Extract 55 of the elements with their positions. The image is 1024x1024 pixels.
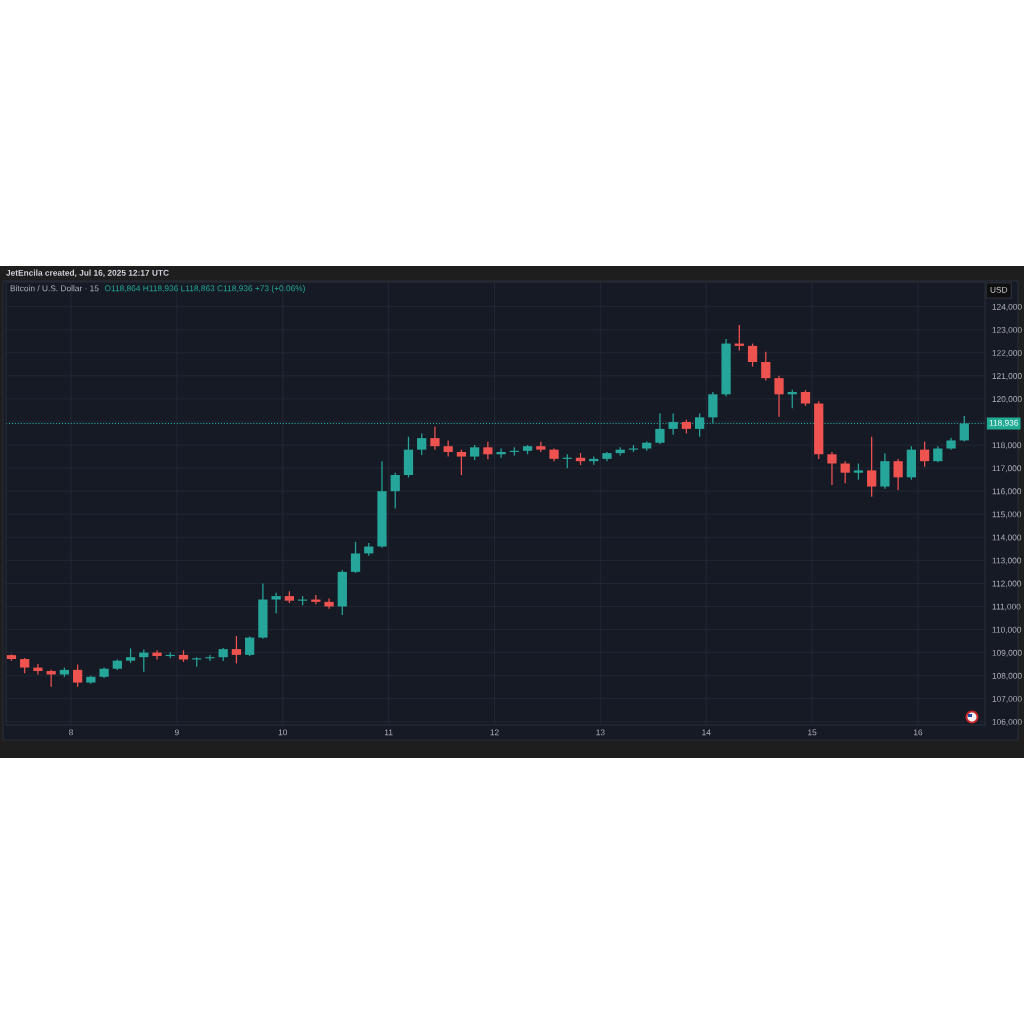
y-tick-label: 121,000 [992, 373, 1022, 380]
x-tick-label: 11 [384, 729, 393, 736]
y-tick-label: 107,000 [992, 695, 1022, 703]
x-tick-label: 12 [490, 729, 499, 736]
y-tick-label: 109,000 [992, 649, 1022, 657]
annotation: O118,864 H118,936 L118,863 C118,936 +73 (+0.06%) [104, 285, 305, 293]
candlestick [324, 597, 334, 610]
x-tick-label: 8 [69, 729, 73, 736]
candlestick [430, 426, 440, 451]
candlestick [867, 436, 877, 498]
candlestick [919, 440, 930, 468]
x-tick-label: 15 [808, 729, 817, 736]
text: USD [990, 286, 1008, 293]
y-tick-label: 120,000 [992, 396, 1022, 403]
y-tick-label: 115,000 [992, 511, 1022, 519]
y-tick-label: 117,000 [992, 465, 1022, 473]
candlestick [774, 375, 784, 418]
candlestick [231, 635, 242, 665]
ref-line-label: 118,936 [989, 419, 1019, 427]
y-tick-label: 111,000 [992, 603, 1021, 611]
x-tick-label: 13 [596, 729, 605, 736]
candlestick [245, 635, 255, 657]
x-tick-label: 16 [913, 729, 923, 736]
candlestick [271, 592, 281, 615]
y-tick-label: 123,000 [992, 326, 1022, 334]
y-tick-label: 114,000 [992, 534, 1022, 542]
y-tick-label: 118,000 [992, 442, 1022, 450]
y-tick-label: 106,000 [992, 718, 1022, 726]
x-tick-label: 9 [174, 729, 179, 736]
y-tick-label: 112,000 [992, 580, 1022, 588]
candlestick [205, 654, 215, 662]
candlestick [72, 663, 83, 688]
candlestick [483, 441, 493, 460]
candlestick [496, 447, 506, 459]
y-tick-label: 122,000 [992, 350, 1022, 357]
candlestick [33, 663, 43, 676]
y-tick-label: 116,000 [992, 488, 1022, 496]
candlestick [827, 451, 837, 486]
candlestick [390, 472, 400, 510]
y-tick-label: 124,000 [992, 303, 1022, 311]
y-tick-label: 113,000 [992, 557, 1022, 565]
candlestick [152, 649, 162, 661]
x-tick-label: 10 [278, 729, 288, 736]
candlestick [840, 460, 850, 484]
candlestick [417, 432, 427, 456]
y-tick-label: 110,000 [992, 626, 1022, 634]
candlestick [456, 449, 467, 476]
candlestick [893, 458, 903, 491]
candlestick [350, 541, 361, 574]
y-tick-label: 108,000 [992, 672, 1022, 680]
candlestick [761, 351, 771, 382]
candlestick [747, 342, 758, 368]
x-tick-label: 14 [702, 729, 711, 736]
text: JetEncila created, Jul 16, 2025 12:17 UTC [6, 269, 169, 277]
chart-title: Bitcoin / U.S. Dollar · 15 [10, 285, 99, 292]
